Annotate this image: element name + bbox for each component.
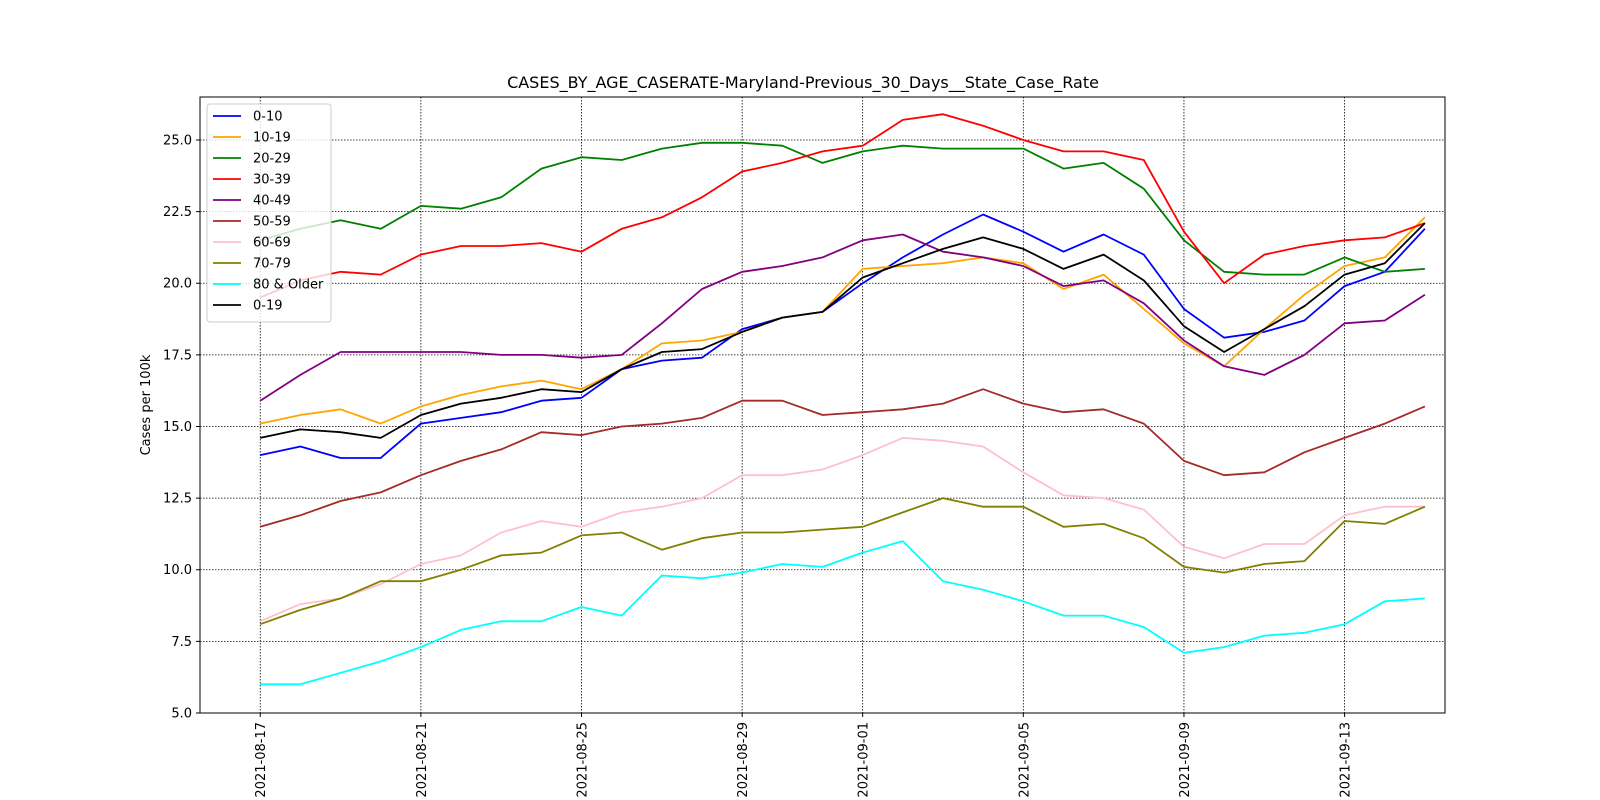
series-line-10-19 [260,216,1426,425]
y-tick-label: 15.0 [163,420,192,435]
legend-label: 30-39 [253,173,291,188]
legend-item: 0-19 [213,299,283,314]
x-tick-label: 2021-08-21 [415,722,430,798]
x-tick-label: 2021-09-05 [1017,722,1032,798]
legend-label: 20-29 [253,152,291,167]
series-line-40-49 [259,233,1426,402]
legend-item: 60-69 [213,236,291,251]
y-tick-label: 5.0 [171,707,192,722]
legend-item: 30-39 [213,173,291,188]
y-tick-label: 20.0 [163,277,192,292]
legend-item: 50-59 [213,215,291,230]
x-tick-label: 2021-09-09 [1178,722,1193,798]
y-tick-label: 7.5 [171,635,192,650]
y-axis-label: Cases per 100k [139,354,154,455]
legend-item: 20-29 [213,152,291,167]
legend-item: 70-79 [213,257,291,272]
x-tick-label: 2021-08-17 [254,722,269,798]
y-tick-label: 10.0 [163,563,192,578]
series-line-50-59 [259,388,1426,528]
x-axis: 2021-08-17 2021-08-21 2021-08-25 2021-08-29… [254,713,1354,798]
x-tick-label: 2021-08-29 [736,722,751,798]
legend-label: 60-69 [253,236,291,251]
series-line-60-69 [259,436,1425,623]
series-lines [259,113,1426,686]
x-tick-label: 2021-09-01 [857,722,872,798]
legend-label: 0-10 [253,110,283,125]
legend: 0-10 10-19 20-29 30-39 40-49 50-59 60-69 70-79 8… [206,103,332,323]
y-tick-label: 17.5 [163,348,192,363]
legend-label: 40-49 [253,194,291,209]
series-line-70-79 [259,497,1426,626]
legend-item: 0-10 [213,110,283,125]
y-tick-label: 12.5 [163,492,192,507]
legend-label: 0-19 [253,299,283,314]
series-line-0-10 [260,213,1426,459]
legend-label: 10-19 [253,131,291,146]
y-axis: 5.0 7.5 10.0 12.5 15.0 17.5 20.0 22.5 25.0 [163,133,200,722]
x-tick-label: 2021-08-25 [576,722,591,798]
legend-item: 10-19 [213,131,291,146]
y-tick-label: 22.5 [163,205,192,220]
legend-label: 50-59 [253,215,291,230]
series-line-0-19 [260,222,1426,439]
legend-label: 70-79 [253,257,291,272]
chart-title: CASES_BY_AGE_CASERATE-Maryland-Previous_… [507,73,1099,93]
legend-item: 80 & Older [213,278,324,293]
series-line-80-older [260,540,1425,686]
series-line-20-29 [259,141,1425,276]
x-tick-label: 2021-09-13 [1339,722,1354,798]
legend-label: 80 & Older [253,278,324,293]
legend-item: 40-49 [213,194,291,209]
plot-frame [199,96,1446,714]
series-line-30-39 [259,113,1426,299]
y-tick-label: 25.0 [163,133,192,148]
